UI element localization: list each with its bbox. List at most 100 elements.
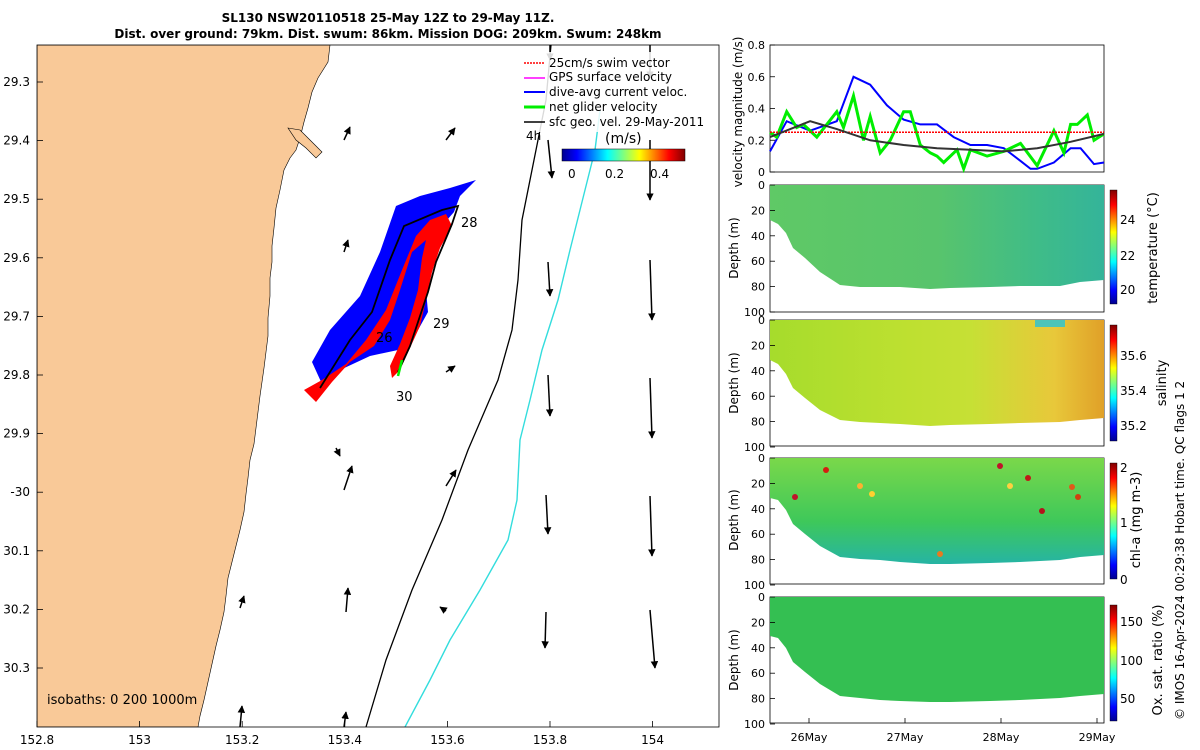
- salinity-panel: Depth (m) 35.2 35.4 35.6 salinity: [727, 319, 1170, 447]
- velocity-arrow-icon: [439, 606, 448, 614]
- velocity-arrow-icon: [238, 595, 246, 609]
- depth-tick-label: 100: [744, 579, 765, 592]
- isobaths-label: isobaths: 0 200 1000m: [47, 693, 197, 708]
- salinity-cbar-label: salinity: [1155, 359, 1170, 406]
- velocity-arrow-icon: [545, 261, 554, 297]
- velocity-y-axis: 0 0.2 0.4 0.6 0.8: [748, 39, 775, 179]
- chla-hotspot: [1069, 484, 1075, 490]
- temperature-cbar-label: temperature (°C): [1146, 192, 1161, 304]
- track-current-blue: [312, 180, 476, 384]
- track-map: 29.3 29.4 29.5 29.6 29.7 29.8 29.9 -30 30.1 30.2 3…: [3, 44, 720, 747]
- velocity-arrow-icon: [648, 495, 656, 557]
- depth-tick-label: 40: [751, 503, 765, 516]
- velocity-ylabel: velocity magnitude (m/s): [731, 37, 745, 188]
- map-colorbar-tick-1: 0.2: [605, 167, 624, 181]
- map-x-tick-label: 153.8: [533, 733, 567, 747]
- map-colorbar-tick-0: 0: [568, 167, 576, 181]
- oxygen-ylabel: Depth (m): [727, 629, 741, 690]
- chla-hotspot: [857, 483, 863, 489]
- temperature-cbar-tick-0: 20: [1120, 283, 1135, 297]
- chla-field: [770, 458, 1104, 564]
- velocity-arrow-icon: [343, 587, 352, 613]
- depth-tick-label: 0: [758, 314, 765, 327]
- velocity-y-tick-label: 0.8: [748, 39, 766, 52]
- depth-tick-label: 100: [744, 718, 765, 731]
- depth-tick-label: 20: [751, 339, 765, 352]
- velocity-arrow-icon: [333, 447, 341, 457]
- legend-current-label: dive-avg current veloc.: [549, 85, 687, 99]
- legend-item-sfc: sfc geo. vel. 29-May-2011: [524, 115, 704, 129]
- island: [287, 127, 323, 159]
- chla-hotspots: [792, 463, 1081, 557]
- legend-item-net: net glider velocity: [524, 100, 657, 114]
- depth-tick-label: 80: [751, 554, 765, 567]
- map-x-tick-label: 154: [641, 733, 664, 747]
- chla-hotspot: [937, 551, 943, 557]
- corner-label: 4h: [526, 129, 541, 143]
- depth-tick-label: 60: [751, 528, 765, 541]
- map-x-tick-label: 153.4: [328, 733, 362, 747]
- chla-hotspot: [1025, 475, 1031, 481]
- depth-tick-label: 20: [751, 204, 765, 217]
- legend-item-current: dive-avg current veloc.: [524, 85, 687, 99]
- legend-gps-label: GPS surface velocity: [549, 70, 672, 84]
- depth-tick-label: 60: [751, 390, 765, 403]
- salinity-field: [770, 320, 1104, 426]
- depth-tick-label: 60: [751, 255, 765, 268]
- oxygen-field: [770, 597, 1104, 702]
- depth-tick-label: 80: [751, 416, 765, 429]
- map-y-tick-label: 29.7: [3, 309, 30, 323]
- depth-tick-label: 40: [751, 365, 765, 378]
- map-y-axis: 29.3 29.4 29.5 29.6 29.7 29.8 29.9 -30 30.1 30.2 3…: [3, 75, 43, 675]
- legend-net-label: net glider velocity: [549, 100, 657, 114]
- salinity-cbar-tick-2: 35.6: [1120, 349, 1147, 363]
- chla-ylabel: Depth (m): [727, 489, 741, 550]
- day-label-26: 26: [376, 331, 393, 346]
- velocity-arrow-icon: [648, 259, 656, 321]
- velocity-y-tick-label: 0.4: [748, 103, 766, 116]
- chla-hotspot: [1039, 508, 1045, 514]
- temperature-field: [770, 185, 1104, 289]
- velocity-y-tick-label: 0: [758, 166, 765, 179]
- velocity-arrow-icon: [342, 239, 350, 253]
- map-y-tick-label: 29.3: [3, 75, 30, 89]
- temperature-colorbar: [1109, 189, 1118, 305]
- velocity-arrow-icon: [237, 705, 246, 727]
- oxygen-colorbar: [1109, 604, 1118, 722]
- oxygen-cbar-tick-2: 150: [1120, 615, 1143, 629]
- coastline-land: [37, 45, 331, 727]
- map-legend: 25cm/s swim vector GPS surface velocity …: [520, 52, 704, 132]
- velocity-arrow-icon: [543, 494, 552, 535]
- velocity-panel: 0 0.2 0.4 0.6 0.8 velocity magnitude (m/s): [731, 37, 1105, 188]
- depth-tick-label: 0: [758, 179, 765, 192]
- velocity-y-tick-label: 0.2: [748, 134, 766, 147]
- chla-cbar-tick-2: 2: [1120, 461, 1128, 475]
- velocity-series-line: [769, 120, 1105, 153]
- map-frame: [36, 44, 720, 728]
- oxygen-cbar-tick-1: 100: [1120, 654, 1143, 668]
- map-x-axis: 152.8 153 153.2 153.4 153.6 153.8 154: [20, 721, 664, 747]
- oxygen-cbar-label: Ox. sat. ratio (%): [1151, 605, 1166, 716]
- day-label-29: 29: [433, 317, 450, 332]
- date-axis: 26May 27May 28May 29May: [791, 718, 1116, 744]
- chla-hotspot: [997, 463, 1003, 469]
- date-tick-label: 28May: [983, 731, 1020, 744]
- net-glider-velocity: [396, 359, 404, 377]
- date-tick-label: 29May: [1079, 731, 1116, 744]
- salinity-ylabel: Depth (m): [727, 352, 741, 413]
- temperature-cbar-tick-1: 22: [1120, 249, 1135, 263]
- oxygen-cbar-tick-0: 50: [1120, 692, 1135, 706]
- depth-tick-label: 100: [744, 441, 765, 454]
- isobath-1000m: [404, 109, 601, 727]
- salinity-surface-patch: [1035, 320, 1065, 327]
- chla-hotspot: [823, 467, 829, 473]
- chla-cbar-label: chl-a (mg m-3): [1129, 472, 1144, 569]
- oxygen-panel: Depth (m) 50 100 150 Ox. sat. ratio (%): [727, 596, 1166, 724]
- salinity-colorbar: [1109, 324, 1118, 442]
- velocity-arrow-icon: [343, 465, 354, 491]
- chla-cbar-tick-1: 1: [1120, 516, 1128, 530]
- map-x-tick-label: 153.2: [225, 733, 259, 747]
- chla-hotspot: [1075, 494, 1081, 500]
- chla-panel: Depth (m) 0 1 2 chl-a (mg m-3): [727, 457, 1144, 587]
